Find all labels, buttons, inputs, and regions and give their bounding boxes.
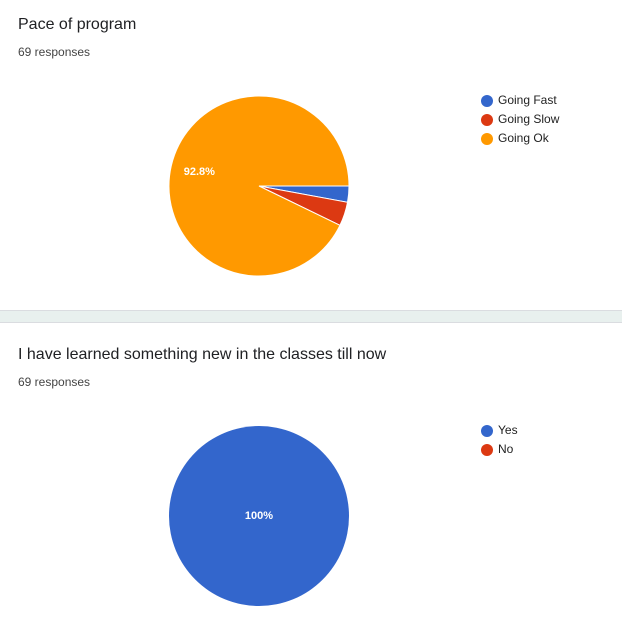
value-label: 92.8% — [184, 166, 215, 178]
chart-subtitle: 69 responses — [18, 375, 90, 389]
legend-label: Going Slow — [498, 112, 560, 126]
legend-label: Going Fast — [498, 93, 557, 107]
legend-marker — [481, 95, 493, 107]
separator — [0, 310, 622, 323]
legend-marker — [481, 425, 493, 437]
pie-slice — [169, 426, 349, 606]
legend-marker — [481, 114, 493, 126]
legend-label: Going Ok — [498, 131, 550, 145]
value-label: 100% — [245, 510, 273, 522]
legend-marker — [481, 444, 493, 456]
chart-title: I have learned something new in the clas… — [18, 346, 387, 363]
legend-marker — [481, 133, 493, 145]
chart-subtitle: 69 responses — [18, 45, 90, 59]
legend-label: No — [498, 442, 514, 456]
chart-title: Pace of program — [18, 16, 136, 33]
legend-label: Yes — [498, 423, 518, 437]
pie-slice — [168, 95, 350, 277]
